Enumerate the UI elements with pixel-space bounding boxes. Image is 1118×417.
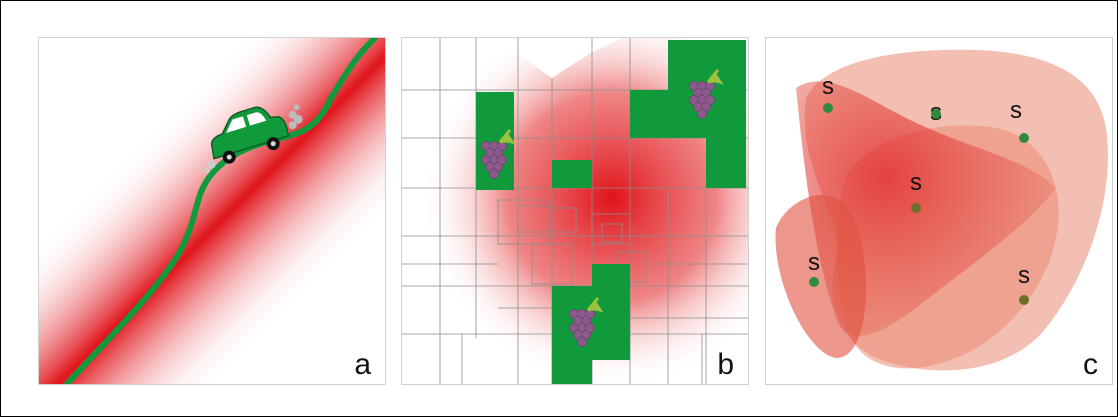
panel-a-illustration — [39, 38, 385, 384]
point-marker: s — [1010, 97, 1029, 143]
point-marker: s — [1018, 262, 1030, 305]
svg-text:s: s — [1010, 97, 1022, 124]
panel-b-illustration — [402, 38, 748, 384]
panel-b: b — [401, 37, 749, 385]
point-marker: s — [808, 249, 820, 287]
svg-text:s: s — [808, 249, 820, 276]
svg-text:s: s — [822, 73, 834, 100]
panel-a: a — [38, 37, 386, 385]
point-marker: s — [910, 169, 922, 213]
road-curve — [64, 38, 378, 384]
panel-c-label: c — [1083, 348, 1098, 381]
panel-c: s s s s s s c — [765, 37, 1113, 385]
panel-c-illustration: s s s s s s — [775, 49, 1108, 371]
red-corridor — [39, 38, 385, 384]
point-marker: s — [822, 73, 834, 113]
region-bottom-left — [775, 194, 866, 358]
panel-a-label: a — [354, 348, 371, 381]
svg-text:s: s — [1018, 262, 1030, 289]
car-icon — [204, 104, 303, 174]
point-marker: s — [930, 99, 942, 126]
svg-text:s: s — [910, 169, 922, 196]
panel-b-label: b — [717, 348, 734, 381]
